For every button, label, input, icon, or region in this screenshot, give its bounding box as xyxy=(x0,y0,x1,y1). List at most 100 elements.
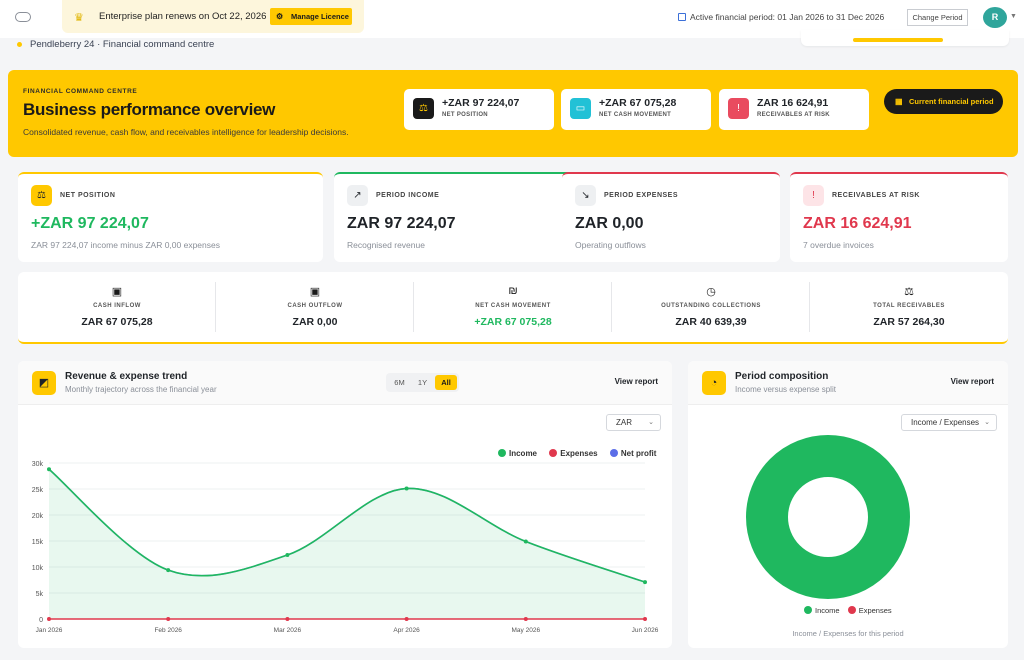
header-card xyxy=(801,30,1009,46)
legend-income-label: Income xyxy=(509,449,538,458)
hero-card-label: NET POSITION xyxy=(442,112,488,118)
y-tick-label: 5k xyxy=(36,591,44,598)
scale-icon: ⚖ xyxy=(413,98,434,119)
hero-card-receivables-risk[interactable]: ! ZAR 16 624,91 RECEIVABLES AT RISK xyxy=(719,89,869,130)
range-selector: 6M 1Y All xyxy=(386,373,459,392)
kpi-value: +ZAR 97 224,07 xyxy=(31,215,149,232)
breadcrumb: Pendleberry 24 · Financial command centr… xyxy=(30,39,215,50)
legend-expenses[interactable]: Expenses xyxy=(549,449,598,458)
legend-expenses[interactable]: Expenses xyxy=(847,606,892,615)
kpi-subtext: Recognised revenue xyxy=(347,240,425,250)
current-period-button[interactable]: ▦ Current financial period xyxy=(884,89,1003,114)
expenses-point xyxy=(523,617,528,621)
trend-down-icon: ↘ xyxy=(575,185,596,206)
range-6m[interactable]: 6M xyxy=(394,378,405,387)
composition-footnote: Income / Expenses for this period xyxy=(792,629,904,638)
y-tick-label: 20k xyxy=(32,513,44,520)
cashflow-value: ZAR 67 075,28 xyxy=(81,316,153,328)
top-bar: ♛ Enterprise plan renews on Oct 22, 2026… xyxy=(0,0,1024,38)
chevron-down-icon[interactable]: ▼ xyxy=(1010,13,1017,20)
slice-income xyxy=(746,435,910,599)
expenses-dot-icon xyxy=(847,606,856,614)
trend-legend: Income Expenses Net profit xyxy=(498,449,656,458)
y-tick-label: 10k xyxy=(32,565,44,572)
income-dot-icon xyxy=(498,449,506,457)
hero-card-label: NET CASH MOVEMENT xyxy=(599,112,672,118)
alert-icon: ! xyxy=(803,185,824,206)
range-1y[interactable]: 1Y xyxy=(417,378,428,387)
hero-card-net-position[interactable]: ⚖ +ZAR 97 224,07 NET POSITION xyxy=(404,89,554,130)
expenses-point xyxy=(47,617,51,621)
cashflow-cash-outflow: ▣ CASH OUTFLOW ZAR 0,00 xyxy=(216,272,414,342)
kpi-title: PERIOD EXPENSES xyxy=(604,192,679,199)
composition-panel: ◔ Period composition Income versus expen… xyxy=(688,361,1008,648)
x-tick-label: Jan 2026 xyxy=(36,627,63,634)
kpi-title: PERIOD INCOME xyxy=(376,192,440,199)
currency-select[interactable]: ZAR ⌄ xyxy=(606,414,661,431)
income-area xyxy=(49,469,645,619)
chevron-down-icon: ⌄ xyxy=(984,419,990,426)
legend-income-label: Income xyxy=(815,606,840,615)
calendar-icon xyxy=(678,13,686,21)
composition-select[interactable]: Income / Expenses ⌄ xyxy=(901,414,997,431)
view-report-link[interactable]: View report xyxy=(614,377,658,386)
income-point xyxy=(404,486,409,491)
current-period-label: Current financial period xyxy=(909,97,994,106)
composition-legend: Income Expenses xyxy=(804,606,892,615)
legend-income[interactable]: Income xyxy=(498,449,537,458)
divider xyxy=(611,282,612,332)
cashflow-total-receivables: ⚖ TOTAL RECEIVABLES ZAR 57 264,30 xyxy=(810,272,1008,342)
trend-panel-header: ◩ Revenue & expense trend Monthly trajec… xyxy=(18,361,672,405)
composition-select-value: Income / Expenses xyxy=(911,418,980,427)
net-cash-icon: ₪ xyxy=(508,285,518,297)
cashflow-label: OUTSTANDING COLLECTIONS xyxy=(661,303,761,309)
renewal-banner: ♛ Enterprise plan renews on Oct 22, 2026… xyxy=(62,0,364,33)
expenses-point xyxy=(166,617,171,621)
kpi-period-expenses[interactable]: ↘ PERIOD EXPENSES ZAR 0,00 Operating out… xyxy=(562,172,780,262)
donut-chart-icon: ◔ xyxy=(702,371,726,395)
cashflow-value: ZAR 0,00 xyxy=(292,316,338,328)
divider xyxy=(413,282,414,332)
view-report-link[interactable]: View report xyxy=(950,377,994,386)
hero-card-label: RECEIVABLES AT RISK xyxy=(757,112,830,118)
currency-select-value: ZAR xyxy=(616,418,632,427)
area-chart-icon: ◩ xyxy=(32,371,56,395)
cashflow-net-cash: ₪ NET CASH MOVEMENT +ZAR 67 075,28 xyxy=(414,272,612,342)
income-point xyxy=(285,553,290,558)
hero-card-net-cash[interactable]: ▭ +ZAR 67 075,28 NET CASH MOVEMENT xyxy=(561,89,711,130)
trend-title: Revenue & expense trend xyxy=(65,371,188,382)
income-point xyxy=(166,568,171,573)
kpi-net-position[interactable]: ⚖ NET POSITION +ZAR 97 224,07 ZAR 97 224… xyxy=(18,172,323,262)
kpi-subtext: Operating outflows xyxy=(575,240,646,250)
manage-licence-label: Manage Licence xyxy=(291,12,349,21)
gear-icon: ⚙ xyxy=(276,12,284,21)
expenses-point xyxy=(643,617,647,621)
x-tick-label: Apr 2026 xyxy=(393,627,420,634)
kpi-subtext: ZAR 97 224,07 income minus ZAR 0,00 expe… xyxy=(31,240,220,250)
legend-net-profit[interactable]: Net profit xyxy=(609,449,656,458)
kpi-receivables-risk[interactable]: ! RECEIVABLES AT RISK ZAR 16 624,91 7 ov… xyxy=(790,172,1008,262)
expenses-point xyxy=(404,617,409,621)
active-period: Active financial period: 01 Jan 2026 to … xyxy=(678,12,884,22)
avatar[interactable]: R xyxy=(983,7,1007,28)
change-period-button[interactable]: Change Period xyxy=(907,9,968,26)
x-tick-label: May 2026 xyxy=(512,627,541,634)
kpi-value: ZAR 16 624,91 xyxy=(803,215,912,232)
clock-icon: ◷ xyxy=(706,286,716,298)
legend-income[interactable]: Income xyxy=(804,606,840,615)
cashflow-value: ZAR 40 639,39 xyxy=(675,316,747,328)
kpi-subtext: 7 overdue invoices xyxy=(803,240,874,250)
calendar-icon: ▦ xyxy=(895,97,903,106)
manage-licence-button[interactable]: ⚙ Manage Licence xyxy=(270,8,352,25)
header-card-accent xyxy=(853,38,943,42)
sidebar-toggle-icon[interactable] xyxy=(15,12,31,22)
range-all[interactable]: All xyxy=(435,375,457,390)
cashflow-label: TOTAL RECEIVABLES xyxy=(873,303,945,309)
income-line xyxy=(48,468,646,583)
hero-subtitle: Consolidated revenue, cash flow, and rec… xyxy=(23,127,349,137)
cashflow-label: NET CASH MOVEMENT xyxy=(475,303,551,309)
expenses-dot-icon xyxy=(549,449,558,457)
kpi-value: ZAR 0,00 xyxy=(575,215,644,232)
kpi-value: ZAR 97 224,07 xyxy=(347,215,456,232)
cashflow-cash-inflow: ▣ CASH INFLOW ZAR 67 075,28 xyxy=(18,272,216,342)
